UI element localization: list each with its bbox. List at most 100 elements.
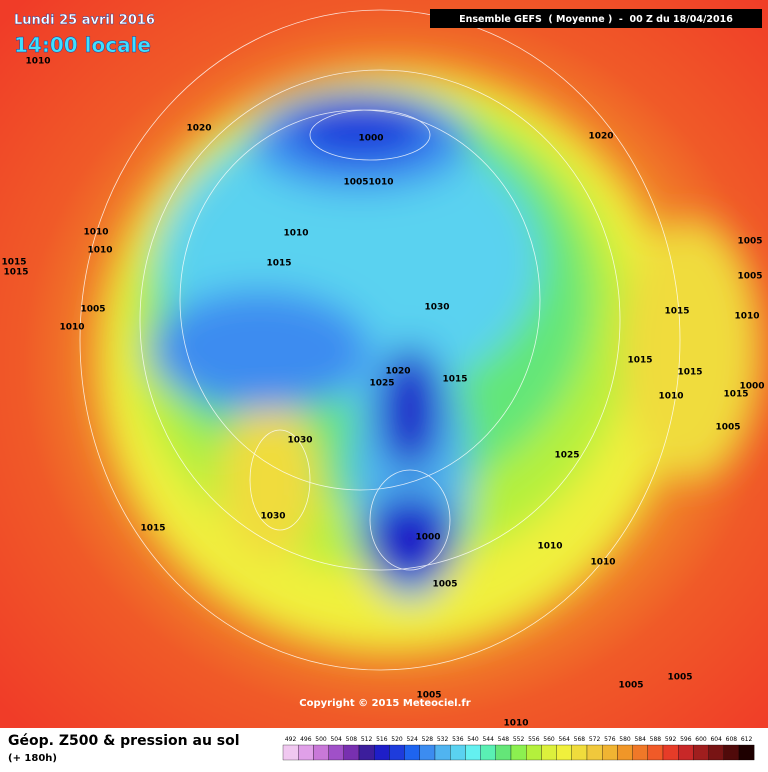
scale-label: 544	[482, 736, 494, 743]
pressure-label: 1015	[140, 524, 165, 534]
scale-label: 496	[300, 736, 312, 743]
scale-label: 612	[741, 736, 753, 743]
scale-label: 560	[543, 736, 555, 743]
date: Lundi 25 avril 2016	[14, 13, 155, 28]
scale-swatch	[723, 744, 740, 761]
pressure-label: 1010	[537, 542, 562, 552]
scale-swatch	[282, 744, 299, 761]
pressure-label: 1010	[25, 57, 50, 67]
pressure-label: 1005	[80, 305, 105, 315]
pressure-label: 1010	[283, 229, 308, 239]
pressure-label: 1005	[343, 178, 368, 188]
pressure-label: 1030	[287, 436, 312, 446]
pressure-label: 1015	[1, 258, 26, 268]
scale-swatch	[647, 744, 664, 761]
scale-label: 576	[604, 736, 616, 743]
scale-swatch	[328, 744, 344, 761]
scale-label: 600	[695, 736, 707, 743]
pressure-label: 1010	[83, 228, 108, 238]
scale-label: 588	[650, 736, 662, 743]
pressure-label: 1010	[368, 178, 393, 188]
pressure-label: 1005	[737, 237, 762, 247]
copyright: Copyright © 2015 Meteociel.fr	[299, 698, 470, 709]
pressure-label: 1000	[739, 382, 764, 392]
footer-title: Géop. Z500 & pression au sol	[8, 733, 240, 749]
scale-swatch	[662, 744, 679, 761]
run-box	[430, 9, 762, 28]
time: 14:00 locale	[14, 33, 151, 57]
scale-swatch	[358, 744, 375, 761]
scale-label: 580	[619, 736, 631, 743]
scale-label: 512	[361, 736, 373, 743]
pressure-label: 1005	[432, 580, 457, 590]
scale-label: 592	[665, 736, 677, 743]
scale-swatch	[602, 744, 618, 761]
pressure-label: 1015	[266, 259, 291, 269]
scale-swatch	[313, 744, 329, 761]
pressure-label: 1010	[734, 312, 759, 322]
pressure-label: 1010	[87, 246, 112, 256]
pressure-label: 1030	[260, 512, 285, 522]
pressure-label: 1015	[442, 375, 467, 385]
scale-label: 596	[680, 736, 692, 743]
pressure-label: 1005	[715, 423, 740, 433]
pressure-label: 1015	[627, 356, 652, 366]
pressure-label: 1010	[59, 323, 84, 333]
scale-label: 504	[330, 736, 342, 743]
footer-lead: (+ 180h)	[8, 753, 57, 764]
scale-swatch	[526, 744, 542, 761]
scale-label: 508	[346, 736, 358, 743]
pressure-label: 1005	[737, 272, 762, 282]
scale-swatch	[571, 744, 588, 761]
pressure-label: 1025	[369, 379, 394, 389]
scale-swatch	[419, 744, 436, 761]
pressure-label: 1005	[416, 691, 441, 701]
scale-swatch	[738, 744, 755, 761]
scale-swatch	[586, 744, 603, 761]
scale-swatch	[510, 744, 527, 761]
pressure-label: 1010	[590, 558, 615, 568]
scale-label: 492	[285, 736, 297, 743]
scale-swatch	[343, 744, 360, 761]
scale-label: 536	[452, 736, 464, 743]
scale-swatch	[389, 744, 405, 761]
scale-swatch	[465, 744, 481, 761]
scale-label: 500	[315, 736, 327, 743]
scale-swatch	[480, 744, 496, 761]
scale-swatch	[374, 744, 390, 761]
scale-label: 516	[376, 736, 388, 743]
pressure-label: 1030	[424, 303, 449, 313]
scale-swatch	[632, 744, 648, 761]
pressure-label: 1020	[588, 132, 613, 142]
scale-swatch	[298, 744, 314, 761]
scale-swatch	[678, 744, 694, 761]
pressure-label: 1010	[658, 392, 683, 402]
scale-swatch	[617, 744, 633, 761]
pressure-label: 1015	[677, 368, 702, 378]
scale-swatch	[541, 744, 557, 761]
color-scale: 492 496 500 504 508 512 516 520 524 528 532 536 540 5…	[282, 736, 755, 761]
scale-label: 540	[467, 736, 479, 743]
pressure-label: 1020	[186, 124, 211, 134]
scale-label: 532	[437, 736, 449, 743]
scale-label: 552	[513, 736, 525, 743]
scale-label: 604	[710, 736, 722, 743]
pressure-label: 1000	[415, 533, 440, 543]
scale-swatch	[404, 744, 420, 761]
run-info: Ensemble GEFS ( Moyenne ) - 00 Z du 18/0…	[459, 14, 733, 25]
scale-swatch	[556, 744, 572, 761]
scale-swatch	[450, 744, 466, 761]
scale-label: 584	[634, 736, 646, 743]
scale-swatch	[434, 744, 451, 761]
pressure-label: 1015	[723, 390, 748, 400]
scale-label: 568	[574, 736, 586, 743]
pressure-label: 1020	[385, 367, 410, 377]
scale-label: 528	[422, 736, 434, 743]
scale-label: 524	[406, 736, 418, 743]
scale-swatch	[693, 744, 709, 761]
pressure-label: 1025	[554, 451, 579, 461]
pressure-label: 1010	[503, 719, 528, 729]
scale-label: 548	[498, 736, 510, 743]
